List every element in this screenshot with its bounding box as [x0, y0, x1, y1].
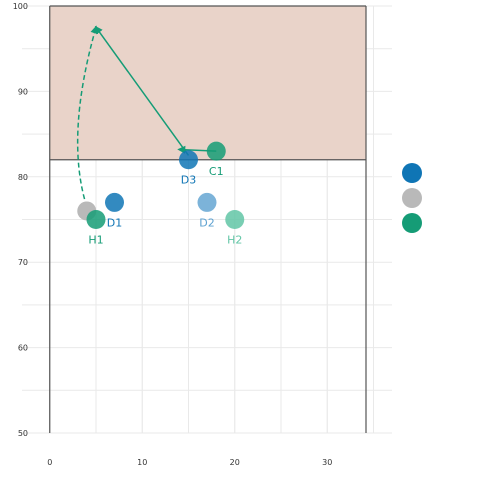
data-point — [179, 150, 198, 170]
x-tick-labels: 0 10 20 30 — [47, 458, 332, 467]
point-label: D3 — [181, 174, 196, 187]
data-point — [206, 141, 226, 161]
y-tick-label: 100 — [13, 2, 28, 11]
y-tick-labels: 50 60 70 80 90 100 — [13, 2, 28, 438]
data-point — [105, 192, 124, 212]
y-tick-label: 80 — [18, 173, 28, 182]
point-labels: D1 H1 D3 C1 D2 H2 — [88, 165, 242, 246]
arrow — [76, 25, 99, 207]
legend-swatch — [402, 188, 422, 208]
x-tick-label: 10 — [137, 458, 147, 467]
data-point — [225, 210, 245, 229]
y-tick-label: 90 — [18, 87, 28, 96]
data-point — [197, 192, 217, 212]
legend-swatch — [402, 213, 422, 233]
data-point — [86, 210, 106, 229]
legend — [402, 163, 422, 233]
x-tick-label: 20 — [230, 458, 240, 467]
plot-frame — [49, 5, 367, 433]
points — [77, 141, 245, 229]
y-tick-label: 70 — [18, 258, 28, 267]
point-label: D2 — [199, 216, 214, 229]
point-label: C1 — [209, 165, 224, 178]
y-tick-label: 60 — [18, 344, 28, 353]
point-label: D1 — [107, 216, 122, 229]
legend-swatch — [402, 163, 422, 183]
x-tick-label: 0 — [47, 458, 52, 467]
point-label: H1 — [88, 234, 103, 247]
x-tick-label: 30 — [322, 458, 332, 467]
arrow — [94, 25, 190, 156]
point-label: H2 — [227, 234, 242, 247]
y-tick-label: 50 — [18, 429, 28, 438]
